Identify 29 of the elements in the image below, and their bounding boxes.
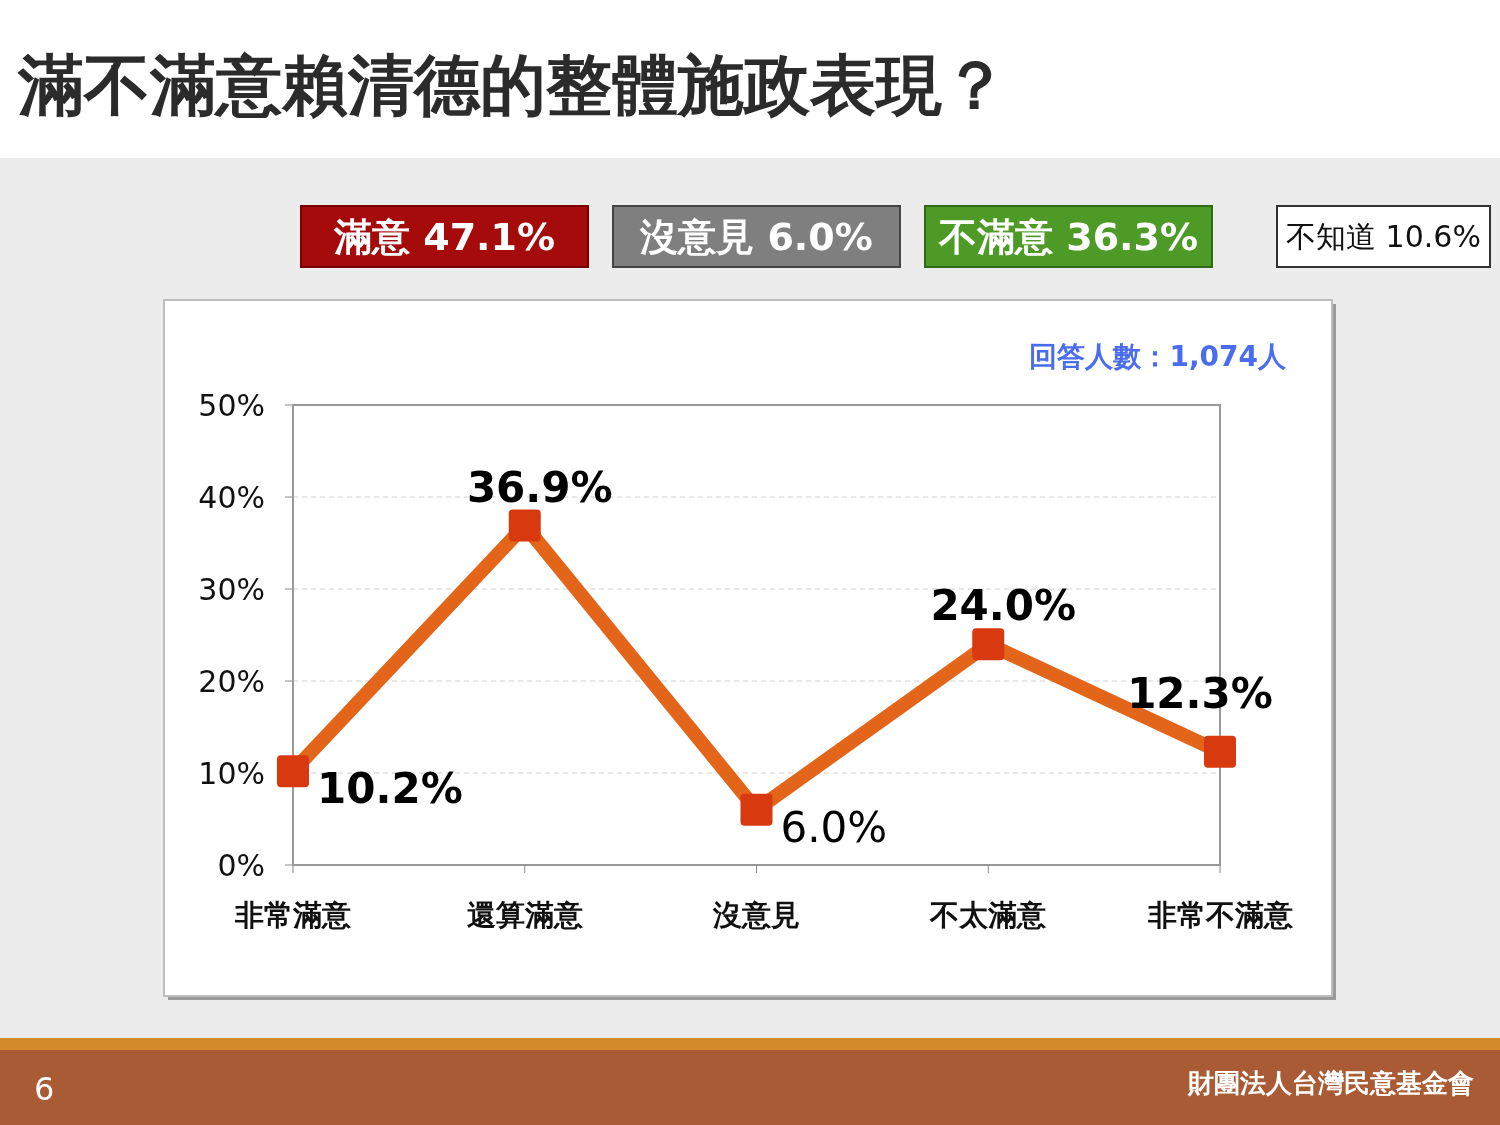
text: 不滿意 36.3% bbox=[937, 215, 1199, 260]
data-label: 10.2% bbox=[317, 764, 463, 814]
x-tick-label: 還算滿意 bbox=[466, 898, 584, 932]
x-tick-label: 不太滿意 bbox=[929, 898, 1048, 932]
x-tick-label: 非常不滿意 bbox=[1146, 898, 1294, 932]
y-tick-label: 50% bbox=[198, 388, 265, 423]
y-tick-label: 10% bbox=[198, 756, 265, 791]
point bbox=[1204, 735, 1236, 768]
point bbox=[740, 793, 773, 826]
y-tick-label: 30% bbox=[198, 572, 265, 607]
point bbox=[508, 509, 541, 542]
text: 回答人數：1,074人 bbox=[1029, 340, 1287, 373]
x-tick-label: 非常滿意 bbox=[234, 898, 352, 932]
text: 不知道 10.6% bbox=[1286, 219, 1481, 255]
x-tick-label: 沒意見 bbox=[712, 898, 800, 932]
point bbox=[277, 755, 309, 788]
y-tick-label: 40% bbox=[198, 480, 265, 515]
y-tick-label: 20% bbox=[198, 664, 265, 699]
point bbox=[972, 628, 1005, 661]
chart-title: 滿不滿意賴清德的整體施政表現？ bbox=[17, 47, 1008, 124]
data-label: 36.9% bbox=[466, 462, 613, 512]
text: 滿意 47.1% bbox=[332, 215, 556, 260]
data-label: 24.0% bbox=[930, 581, 1077, 631]
text: 6 bbox=[34, 1070, 55, 1108]
text: 沒意見 6.0% bbox=[639, 215, 873, 260]
data-label: 6.0% bbox=[780, 802, 888, 852]
y-tick-label: 0% bbox=[217, 848, 265, 883]
data-label: 12.3% bbox=[1127, 668, 1273, 718]
text: 財團法人台灣民意基金會 bbox=[1187, 1068, 1474, 1098]
